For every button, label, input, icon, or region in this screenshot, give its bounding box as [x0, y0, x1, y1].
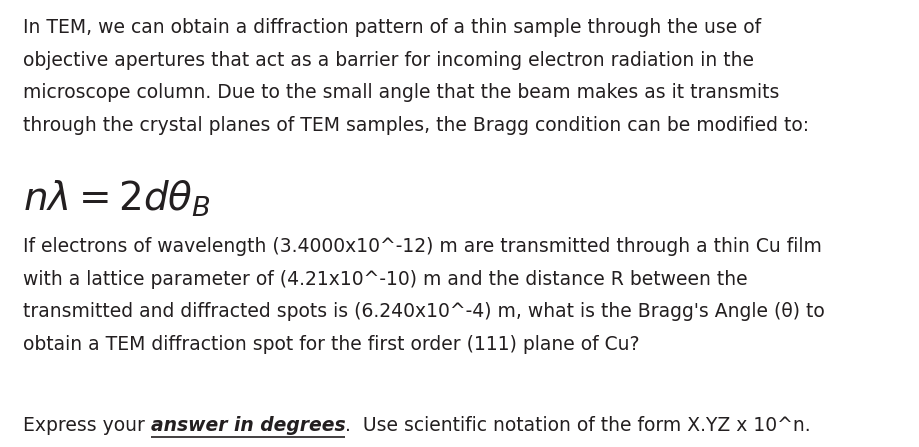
Text: Express your: Express your: [23, 416, 151, 435]
Text: In TEM, we can obtain a diffraction pattern of a thin sample through the use of: In TEM, we can obtain a diffraction patt…: [23, 18, 761, 37]
Text: microscope column. Due to the small angle that the beam makes as it transmits: microscope column. Due to the small angl…: [23, 83, 779, 102]
Text: transmitted and diffracted spots is (6.240x10^-4) m, what is the Bragg's Angle (: transmitted and diffracted spots is (6.2…: [23, 302, 824, 321]
Text: Express your: Express your: [0, 446, 1, 447]
Text: If electrons of wavelength (3.4000x10^-12) m are transmitted through a thin Cu f: If electrons of wavelength (3.4000x10^-1…: [23, 237, 822, 256]
Text: .  Use scientific notation of the form X.YZ x 10^n.: . Use scientific notation of the form X.…: [346, 416, 811, 435]
Text: through the crystal planes of TEM samples, the Bragg condition can be modified t: through the crystal planes of TEM sample…: [23, 116, 809, 135]
Text: $n\lambda = 2d\theta_B$: $n\lambda = 2d\theta_B$: [23, 179, 210, 219]
Text: objective apertures that act as a barrier for incoming electron radiation in the: objective apertures that act as a barrie…: [23, 51, 754, 70]
Text: with a lattice parameter of (4.21x10^-10) m and the distance R between the: with a lattice parameter of (4.21x10^-10…: [23, 270, 747, 289]
Text: answer in degrees: answer in degrees: [151, 416, 346, 435]
Text: obtain a TEM diffraction spot for the first order (111) plane of Cu?: obtain a TEM diffraction spot for the fi…: [23, 335, 640, 354]
